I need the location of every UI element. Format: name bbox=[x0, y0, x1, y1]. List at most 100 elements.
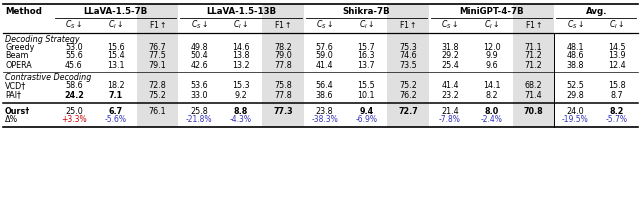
Text: 9.2: 9.2 bbox=[235, 90, 248, 99]
Text: +3.3%: +3.3% bbox=[61, 116, 86, 124]
Text: -5.6%: -5.6% bbox=[105, 116, 127, 124]
Text: 50.4: 50.4 bbox=[191, 51, 208, 60]
Text: $\mathrm{F1}\uparrow$: $\mathrm{F1}\uparrow$ bbox=[525, 20, 543, 30]
Text: 9.6: 9.6 bbox=[485, 60, 498, 70]
Text: 12.4: 12.4 bbox=[608, 60, 626, 70]
Text: 79.0: 79.0 bbox=[274, 51, 292, 60]
Text: PAI†: PAI† bbox=[5, 90, 21, 99]
Text: LLaVA-1.5-13B: LLaVA-1.5-13B bbox=[206, 7, 276, 17]
Text: Contrastive Decoding: Contrastive Decoding bbox=[5, 73, 92, 82]
Text: 72.8: 72.8 bbox=[148, 82, 166, 90]
Text: 53.0: 53.0 bbox=[65, 43, 83, 51]
Text: -19.5%: -19.5% bbox=[562, 116, 589, 124]
Text: 15.7: 15.7 bbox=[358, 43, 375, 51]
Text: 13.8: 13.8 bbox=[232, 51, 250, 60]
Text: 23.8: 23.8 bbox=[316, 106, 333, 116]
Text: 71.4: 71.4 bbox=[525, 90, 542, 99]
Text: 8.2: 8.2 bbox=[485, 90, 498, 99]
Text: 76.7: 76.7 bbox=[148, 43, 166, 51]
Text: 77.8: 77.8 bbox=[274, 90, 292, 99]
Text: 25.4: 25.4 bbox=[441, 60, 459, 70]
Text: 75.3: 75.3 bbox=[399, 43, 417, 51]
Bar bbox=[387, 4, 429, 127]
Text: 15.8: 15.8 bbox=[608, 82, 626, 90]
Text: 71.1: 71.1 bbox=[525, 43, 542, 51]
Text: 23.2: 23.2 bbox=[441, 90, 459, 99]
Text: 48.1: 48.1 bbox=[566, 43, 584, 51]
Text: 29.8: 29.8 bbox=[566, 90, 584, 99]
Bar bbox=[513, 4, 554, 127]
Text: 76.1: 76.1 bbox=[148, 106, 166, 116]
Text: 78.2: 78.2 bbox=[274, 43, 292, 51]
Text: 72.7: 72.7 bbox=[398, 106, 418, 116]
Text: $C_I\downarrow$: $C_I\downarrow$ bbox=[233, 19, 249, 31]
Bar bbox=[136, 4, 179, 127]
Text: LLaVA-1.5-7B: LLaVA-1.5-7B bbox=[84, 7, 148, 17]
Text: 9.9: 9.9 bbox=[485, 51, 498, 60]
Text: 18.2: 18.2 bbox=[107, 82, 125, 90]
Text: Δ%: Δ% bbox=[5, 116, 19, 124]
Text: $C_I\downarrow$: $C_I\downarrow$ bbox=[358, 19, 374, 31]
Text: 7.1: 7.1 bbox=[109, 90, 123, 99]
Text: 14.5: 14.5 bbox=[608, 43, 626, 51]
Text: 29.2: 29.2 bbox=[441, 51, 459, 60]
Text: 12.0: 12.0 bbox=[483, 43, 500, 51]
Text: 25.0: 25.0 bbox=[65, 106, 83, 116]
Text: 15.6: 15.6 bbox=[107, 43, 125, 51]
Text: 8.8: 8.8 bbox=[234, 106, 248, 116]
Text: 77.8: 77.8 bbox=[274, 60, 292, 70]
Text: -21.8%: -21.8% bbox=[186, 116, 212, 124]
Text: 15.4: 15.4 bbox=[107, 51, 125, 60]
Text: 24.0: 24.0 bbox=[566, 106, 584, 116]
Text: -6.9%: -6.9% bbox=[355, 116, 378, 124]
Text: $C_I\downarrow$: $C_I\downarrow$ bbox=[484, 19, 500, 31]
Text: 13.9: 13.9 bbox=[608, 51, 626, 60]
Text: $C_I\downarrow$: $C_I\downarrow$ bbox=[609, 19, 625, 31]
Text: 52.5: 52.5 bbox=[566, 82, 584, 90]
Text: 41.4: 41.4 bbox=[316, 60, 333, 70]
Text: -4.3%: -4.3% bbox=[230, 116, 252, 124]
Text: 77.3: 77.3 bbox=[273, 106, 292, 116]
Text: 75.2: 75.2 bbox=[399, 82, 417, 90]
Text: 33.0: 33.0 bbox=[191, 90, 208, 99]
Text: 14.6: 14.6 bbox=[232, 43, 250, 51]
Text: Avg.: Avg. bbox=[586, 7, 607, 17]
Text: 42.6: 42.6 bbox=[191, 60, 208, 70]
Text: $\mathrm{F1}\uparrow$: $\mathrm{F1}\uparrow$ bbox=[148, 20, 166, 30]
Bar bbox=[262, 4, 304, 127]
Text: -5.7%: -5.7% bbox=[606, 116, 628, 124]
Text: 53.6: 53.6 bbox=[191, 82, 208, 90]
Text: $C_S\downarrow$: $C_S\downarrow$ bbox=[65, 19, 83, 31]
Text: 8.7: 8.7 bbox=[611, 90, 623, 99]
Text: 10.1: 10.1 bbox=[358, 90, 375, 99]
Text: $C_I\downarrow$: $C_I\downarrow$ bbox=[108, 19, 124, 31]
Text: 49.8: 49.8 bbox=[191, 43, 208, 51]
Text: 24.2: 24.2 bbox=[64, 90, 84, 99]
Text: 58.6: 58.6 bbox=[65, 82, 83, 90]
Text: 21.4: 21.4 bbox=[441, 106, 459, 116]
Text: $\mathrm{F1}\uparrow$: $\mathrm{F1}\uparrow$ bbox=[399, 20, 417, 30]
Text: 13.7: 13.7 bbox=[358, 60, 375, 70]
Text: 31.8: 31.8 bbox=[441, 43, 459, 51]
Text: $C_S\downarrow$: $C_S\downarrow$ bbox=[441, 19, 459, 31]
Text: 38.6: 38.6 bbox=[316, 90, 333, 99]
Text: 75.2: 75.2 bbox=[148, 90, 166, 99]
Text: 71.2: 71.2 bbox=[525, 60, 543, 70]
Text: 15.3: 15.3 bbox=[232, 82, 250, 90]
Text: 68.2: 68.2 bbox=[525, 82, 542, 90]
Text: 59.0: 59.0 bbox=[316, 51, 333, 60]
Text: 48.6: 48.6 bbox=[566, 51, 584, 60]
Text: 25.8: 25.8 bbox=[190, 106, 208, 116]
Text: 9.4: 9.4 bbox=[359, 106, 374, 116]
Text: -2.4%: -2.4% bbox=[481, 116, 502, 124]
Text: 14.1: 14.1 bbox=[483, 82, 500, 90]
Text: 57.6: 57.6 bbox=[316, 43, 333, 51]
Text: $C_S\downarrow$: $C_S\downarrow$ bbox=[316, 19, 333, 31]
Text: $C_S\downarrow$: $C_S\downarrow$ bbox=[191, 19, 208, 31]
Text: Greedy: Greedy bbox=[5, 43, 35, 51]
Text: VCD†: VCD† bbox=[5, 82, 26, 90]
Text: 76.2: 76.2 bbox=[399, 90, 417, 99]
Text: -7.8%: -7.8% bbox=[439, 116, 461, 124]
Text: -38.3%: -38.3% bbox=[311, 116, 338, 124]
Text: 15.5: 15.5 bbox=[358, 82, 375, 90]
